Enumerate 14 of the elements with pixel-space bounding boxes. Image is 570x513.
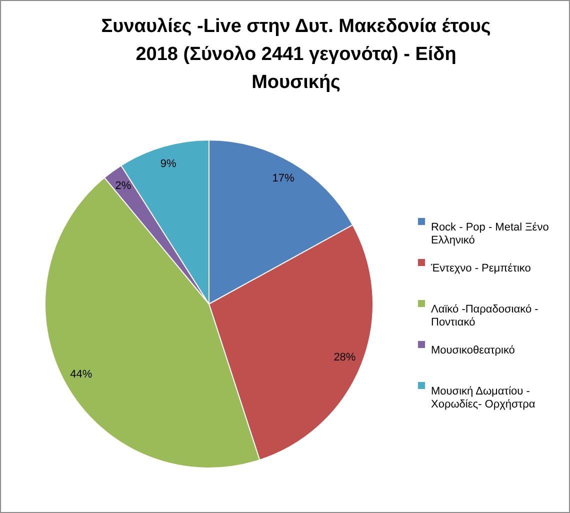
pie-slice xyxy=(208,224,374,460)
data-label: 17% xyxy=(272,172,295,184)
data-label: 44% xyxy=(70,368,92,380)
data-label: 9% xyxy=(160,158,176,170)
legend-label: Έντεχνο - Ρεμπέτικο xyxy=(430,262,531,274)
pie-slice xyxy=(208,140,354,304)
pie-slice xyxy=(44,177,260,468)
legend-label: Rock - Pop - Metal Ξένο Ελληνικό xyxy=(431,222,549,246)
legend-label: Μουσική Δωματίου - Χορωδίες- Ορχήστρα xyxy=(431,386,536,410)
chart-title: Συναυλίες -Live στην Δυτ. Μακεδονία έτους 2018 (Σύνολο 2441 γεγονότα) - Είδη Μουσικής xyxy=(101,16,491,93)
data-label: 2% xyxy=(115,180,132,192)
legend-label: Μουσικοθεατρικό xyxy=(431,344,515,356)
legend-label: Λαϊκό -Παραδοσιακό - Ποντιακό xyxy=(431,304,539,328)
data-label: 28% xyxy=(334,352,356,364)
